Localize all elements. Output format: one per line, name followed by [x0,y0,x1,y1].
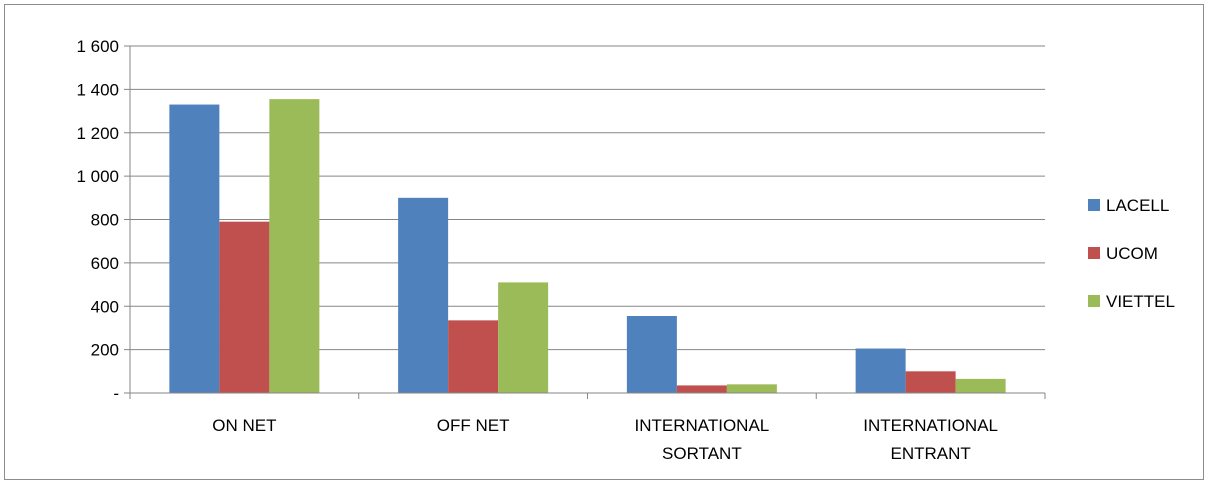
bar-ucom-2 [676,385,727,393]
x-category-label: OFF NET [437,416,510,435]
bar-lacell-2 [626,316,677,393]
bar-viettel-0 [269,99,320,394]
y-tick-label: - [113,384,119,403]
bar-ucom-0 [219,221,270,393]
x-category-label: INTERNATIONAL [634,416,769,435]
bar-viettel-2 [726,384,777,393]
bars [169,99,1006,394]
y-tick-label: 1 200 [76,124,119,143]
bar-lacell-1 [398,197,449,393]
legend-label-lacell: LACELL [1106,196,1169,215]
bar-lacell-3 [855,348,906,393]
y-tick-label: 800 [91,211,119,230]
x-axis-categories: ON NET OFF NET INTERNATIONAL SORTANT INTERNA… [212,416,998,463]
legend-label-ucom: UCOM [1106,244,1158,263]
bar-ucom-1 [448,320,499,393]
legend-swatch-viettel [1088,295,1100,307]
bar-viettel-3 [955,378,1006,393]
bar-ucom-3 [905,371,956,393]
bar-viettel-1 [498,282,549,393]
y-axis-ticks: - 200 400 600 800 1 000 1 200 1 400 1 600 [76,37,119,403]
y-tick-label: 400 [91,297,119,316]
x-category-label: ON NET [212,416,276,435]
y-tick-label: 200 [91,341,119,360]
axes [124,45,1046,399]
x-category-label: ENTRANT [890,444,970,463]
x-category-label: SORTANT [662,444,742,463]
legend-label-viettel: VIETTEL [1106,292,1175,311]
bar-lacell-0 [169,104,220,394]
y-tick-label: 1 600 [76,37,119,56]
y-tick-label: 600 [91,254,119,273]
y-tick-label: 1 400 [76,80,119,99]
legend-swatch-lacell [1088,199,1100,211]
y-tick-label: 1 000 [76,167,119,186]
legend-swatch-ucom [1088,247,1100,259]
x-category-label: INTERNATIONAL [863,416,998,435]
legend: LACELL UCOM VIETTEL [1088,196,1175,311]
